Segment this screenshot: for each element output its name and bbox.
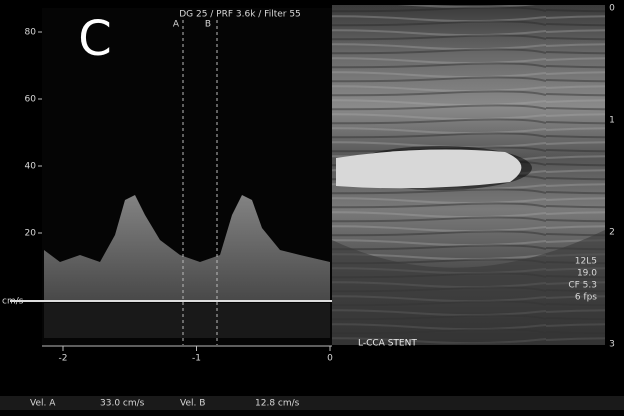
cursor-label: B [205,20,211,30]
x-tick-label: -1 [192,354,201,364]
depth-mark: 3 [609,340,615,350]
measurement-label: Vel. B [180,399,205,409]
measurement-value: 12.8 cm/s [255,399,300,409]
unit-label: cm/s [2,297,24,307]
x-tick-label: -2 [59,354,68,364]
bmode-image [332,5,605,345]
doppler-panel [10,8,332,346]
y-tick-label: 20 [25,229,37,239]
probe-info: 19.0 [577,269,597,279]
y-tick-label: 40 [25,162,37,172]
probe-info: CF 5.3 [568,281,597,291]
depth-mark: 2 [609,228,615,238]
probe-info: 12L5 [575,257,597,267]
y-tick-label: 80 [25,28,37,38]
panel-label: C [78,11,112,67]
y-tick-label: 60 [25,95,37,105]
measurement-value: 33.0 cm/s [100,399,145,409]
cursor-label: A [173,20,180,30]
doppler-settings: DG 25 / PRF 3.6k / Filter 55 [179,10,301,20]
annotation: L-CCA STENT [358,339,417,349]
x-tick-label: 0 [327,354,333,364]
probe-info: 6 fps [575,293,597,303]
depth-mark: 0 [609,4,615,14]
screen: C DG 25 / PRF 3.6k / Filter 55 A B cm/s … [0,0,624,416]
measurement-label: Vel. A [30,399,56,409]
depth-mark: 1 [609,116,615,126]
status-bar [0,396,624,410]
